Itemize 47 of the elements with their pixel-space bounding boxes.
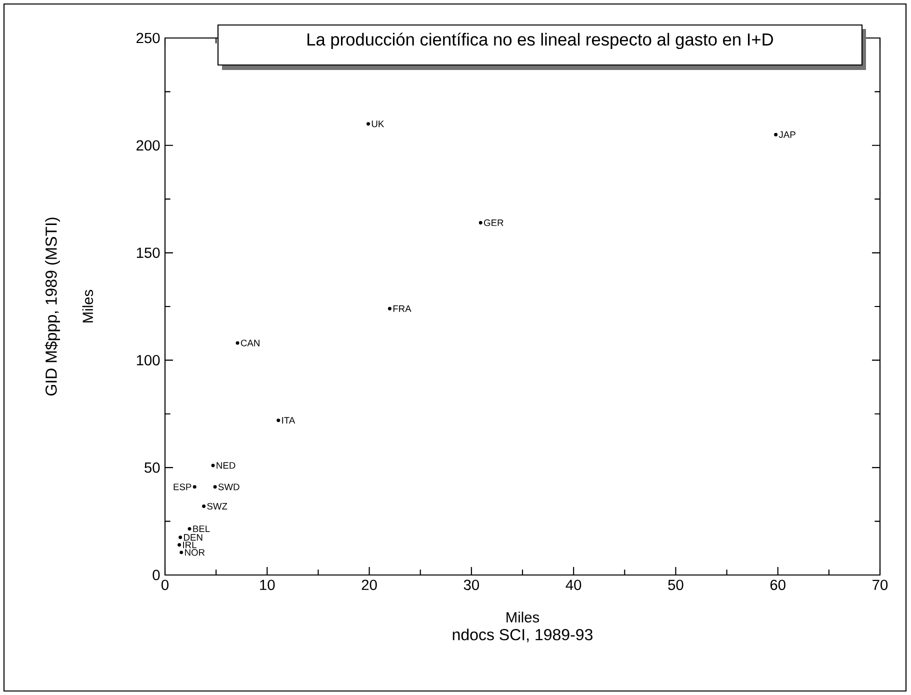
point [180,550,184,554]
point [236,341,240,345]
annotation: NOR [185,549,205,556]
point [211,464,215,468]
point [178,543,182,547]
point [774,132,778,136]
annotation: UK [372,120,384,128]
text: Miles [506,612,540,622]
x-tick-label: 60 [770,580,786,590]
y-tick-label: 0 [152,570,160,580]
point [178,536,182,540]
x-tick-label: 30 [464,580,479,590]
annotation: CAN [240,340,260,346]
annotation: GER [484,219,504,226]
x-tick-label: 70 [872,580,888,590]
y-tick-label: 50 [144,462,160,473]
annotation: IRL [183,542,196,548]
y-tick-label: 250 [136,32,160,44]
x-tick-label: 0 [161,580,168,590]
point [366,122,370,126]
annotation: JAP [778,131,796,138]
x-tick-label: 10 [260,580,275,590]
point [213,485,217,489]
point [478,220,482,224]
annotation: ITA [282,417,296,424]
y-tick-label: 200 [136,140,160,151]
point [276,418,280,422]
x-tick-label: 40 [566,580,582,590]
y-tick-label: 150 [136,248,160,258]
point [388,306,392,310]
annotation: NED [216,462,236,469]
x-tick-label: 50 [668,580,684,590]
annotation: DEN [184,534,202,541]
annotation: FRA [393,305,412,312]
chart-title: La producción científica no es lineal respecto al gasto en I+D [308,32,773,50]
annotation: ESP [174,484,192,490]
annotation: SWD [218,484,240,490]
y-tick-label: 100 [136,355,160,366]
point [192,485,196,489]
x-axis-title: ndocs SCI, 1989-93 [452,628,592,642]
point [188,527,192,531]
x-tick-label: 20 [362,580,377,590]
annotation: SWZ [207,502,228,510]
y-axis-title: GID M$ppp, 1989 (MSTI) [44,218,60,396]
point [202,504,206,508]
annotation: BEL [193,526,210,532]
text: Miles [82,290,94,322]
